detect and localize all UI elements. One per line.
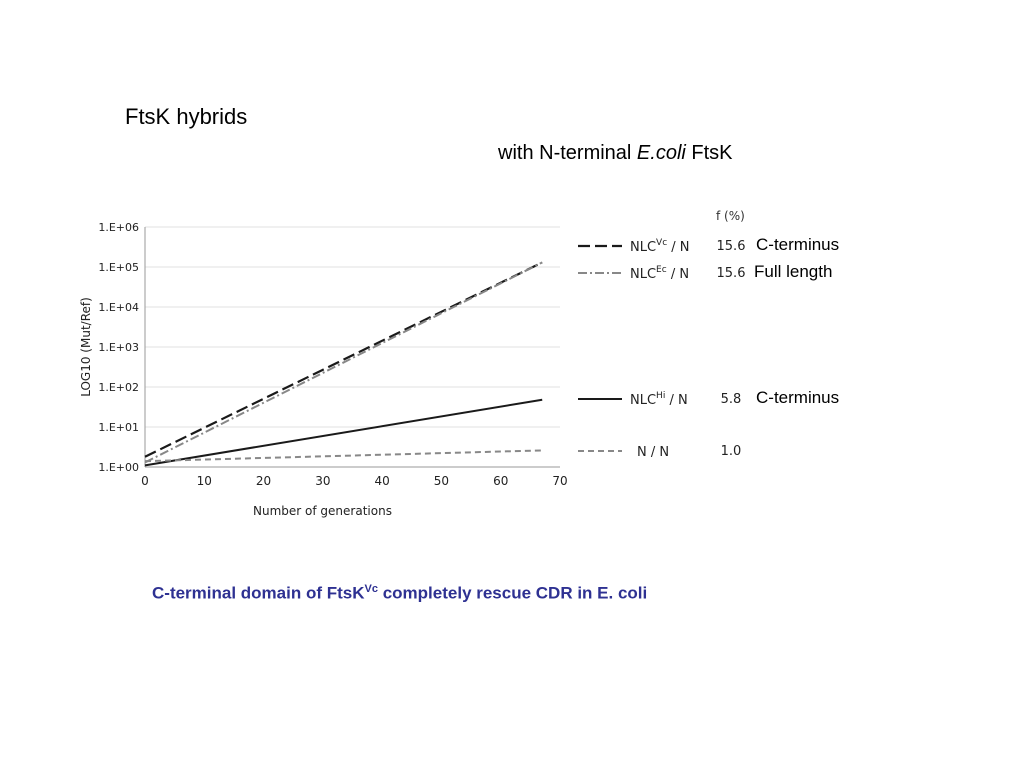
y-tick-label: 1.E+06 bbox=[98, 221, 139, 234]
y-tick-label: 1.E+00 bbox=[98, 461, 139, 474]
x-tick-label: 50 bbox=[434, 474, 449, 488]
legend-label-sup: Vc bbox=[656, 238, 667, 248]
y-tick-label: 1.E+05 bbox=[98, 261, 139, 274]
x-tick-label: 30 bbox=[315, 474, 330, 488]
x-tick-label: 0 bbox=[141, 474, 149, 488]
series-line-3 bbox=[144, 398, 543, 467]
slide-title: FtsK hybrids bbox=[125, 104, 248, 129]
y-tick-label: 1.E+04 bbox=[98, 301, 139, 314]
series-line-1 bbox=[144, 261, 543, 458]
x-tick-label: 10 bbox=[197, 474, 212, 488]
legend-f-value-3: 5.8 bbox=[721, 392, 742, 407]
legend-label-1: NLCVc / N bbox=[630, 238, 690, 255]
legend-label-base: NLC bbox=[630, 267, 656, 282]
x-tick-label: 70 bbox=[552, 474, 567, 488]
subtitle-italic: E.coli bbox=[636, 142, 686, 164]
series-annotation-1: C-terminus bbox=[756, 235, 840, 254]
legend-label-suffix: / N bbox=[667, 267, 689, 282]
series-annotation-3: C-terminus bbox=[756, 388, 840, 407]
legend-f-value-4: 1.0 bbox=[721, 444, 742, 459]
x-tick-label: 40 bbox=[375, 474, 390, 488]
legend-label-suffix: / N bbox=[665, 393, 687, 408]
y-tick-label: 1.E+02 bbox=[98, 381, 139, 394]
legend-label-sup: Ec bbox=[656, 265, 667, 275]
y-tick-label: 1.E+03 bbox=[98, 341, 139, 354]
legend-label-2: NLCEc / N bbox=[630, 265, 689, 282]
series-annotation-2: Full length bbox=[754, 262, 833, 281]
y-axis-label: LOG10 (Mut/Ref) bbox=[79, 297, 93, 397]
legend-header: f (%) bbox=[716, 209, 745, 223]
legend-f-value-1: 15.6 bbox=[717, 239, 746, 254]
legend-label-base: N / N bbox=[637, 445, 669, 460]
legend-label-4: N / N bbox=[637, 445, 669, 460]
legend-f-value-2: 15.6 bbox=[717, 266, 746, 281]
x-tick-label: 20 bbox=[256, 474, 271, 488]
slide-subtitle: with N-terminal E.coli FtsK bbox=[498, 142, 733, 165]
legend-label-3: NLCHi / N bbox=[630, 391, 688, 408]
caption-prefix: C-terminal domain of FtsK bbox=[152, 583, 365, 603]
subtitle-prefix: with N-terminal bbox=[498, 142, 637, 164]
legend-label-sup: Hi bbox=[656, 391, 665, 401]
x-tick-label: 60 bbox=[493, 474, 508, 488]
legend-label-suffix: / N bbox=[667, 240, 689, 255]
x-axis-label: Number of generations bbox=[253, 504, 392, 518]
legend-label-base: NLC bbox=[630, 240, 656, 255]
legend-label-base: NLC bbox=[630, 393, 656, 408]
series-line-4 bbox=[144, 449, 543, 463]
caption-sup: Vc bbox=[364, 583, 378, 595]
caption-suffix: completely rescue CDR in E. coli bbox=[377, 583, 648, 603]
y-tick-label: 1.E+01 bbox=[98, 421, 139, 434]
slide-caption: C-terminal domain of FtsKVc completely r… bbox=[152, 583, 647, 604]
subtitle-suffix: FtsK bbox=[685, 142, 733, 164]
series-line-2 bbox=[144, 261, 543, 464]
